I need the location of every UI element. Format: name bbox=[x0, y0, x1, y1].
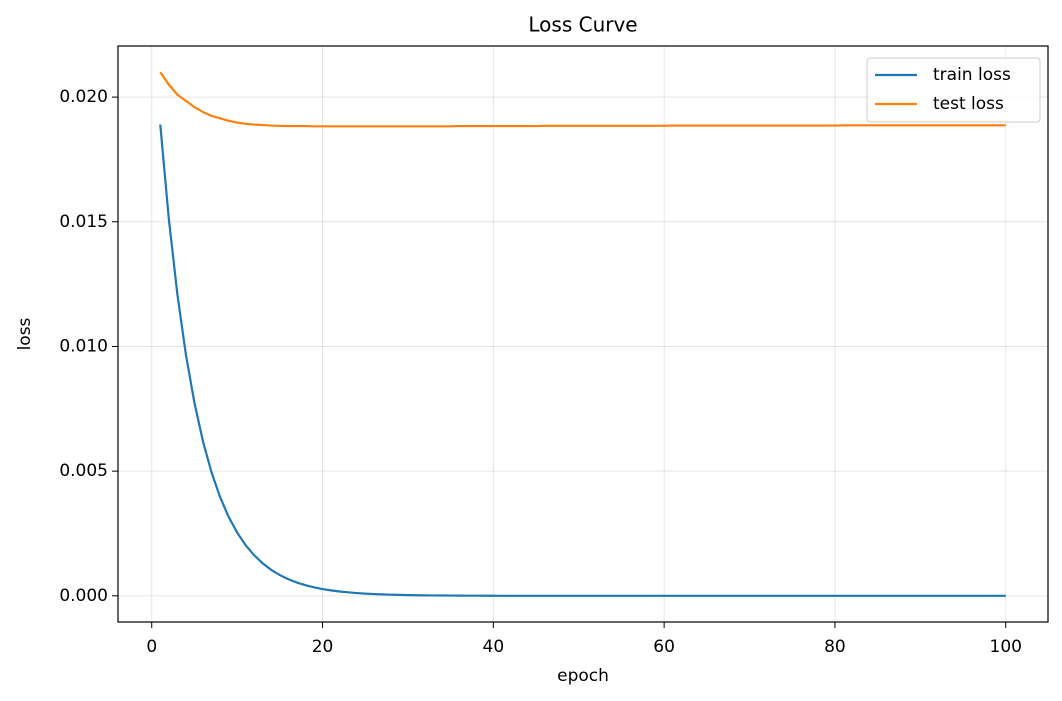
legend-label: test loss bbox=[933, 94, 1004, 114]
y-tick-label: 0.005 bbox=[59, 461, 108, 481]
x-tick-label: 40 bbox=[483, 637, 505, 657]
chart-title: Loss Curve bbox=[528, 13, 637, 37]
y-tick-label: 0.010 bbox=[59, 336, 108, 356]
y-tick-label: 0.020 bbox=[59, 87, 108, 107]
x-tick-label: 60 bbox=[653, 637, 675, 657]
x-axis-label: epoch bbox=[557, 666, 609, 686]
x-tick-label: 20 bbox=[312, 637, 334, 657]
legend: train loss test loss bbox=[866, 57, 1041, 123]
y-axis-label: loss bbox=[15, 317, 35, 350]
x-tick-label: 80 bbox=[824, 637, 846, 657]
y-tick-label: 0.015 bbox=[59, 212, 108, 232]
series-line bbox=[159, 124, 1006, 597]
legend-label: train loss bbox=[933, 65, 1011, 85]
x-tick-label: 0 bbox=[146, 637, 157, 657]
plot-frame bbox=[117, 45, 1049, 623]
x-tick-label: 100 bbox=[990, 637, 1022, 657]
y-tick-label: 0.000 bbox=[59, 586, 108, 606]
series-line bbox=[159, 71, 1006, 128]
